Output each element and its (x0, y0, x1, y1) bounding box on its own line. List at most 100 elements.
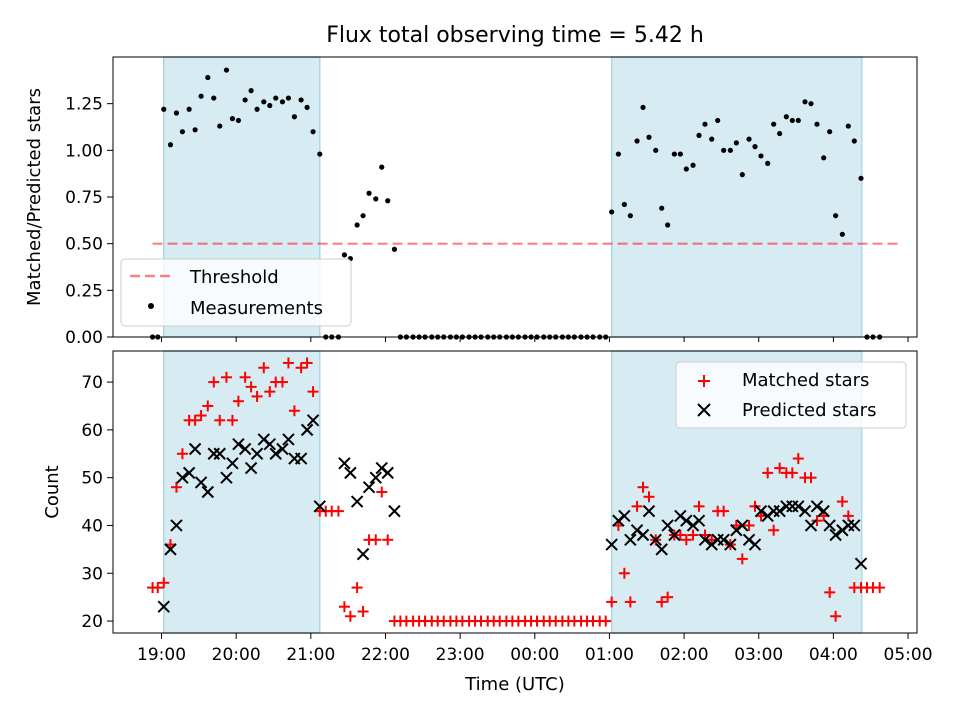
predicted-star-point (300, 423, 314, 437)
measurement-point (808, 101, 814, 107)
measurement-point (235, 117, 242, 124)
x-tick-label: 21:00 (286, 645, 335, 665)
measurement-point (360, 213, 366, 219)
measurement-point (217, 123, 223, 129)
measurement-point (167, 142, 174, 148)
bottom-y-tick-label: 60 (81, 421, 103, 441)
measurement-point (173, 110, 180, 116)
bottom-x-axis: 19:00 20:00 21:00 22:00 23:00 00:00 01:00 02:00… (137, 633, 933, 665)
top-panel: 0.00 0.25 0.50 0.75 1.00 1.25 Matched/Predict… (24, 56, 918, 348)
matched-star-point (874, 582, 886, 594)
predicted-star-point (263, 437, 276, 451)
measurement-point (783, 114, 789, 120)
matched-star-point (631, 500, 643, 512)
matched-star-point (295, 362, 307, 374)
predicted-star-point (362, 481, 376, 494)
matched-star-point (830, 610, 842, 622)
measurement-point (851, 138, 857, 144)
predicted-star-point (773, 504, 786, 518)
matched-star-point (680, 534, 692, 546)
predicted-star-point (661, 519, 674, 532)
matched-star-point (836, 496, 848, 508)
top-legend-box (120, 258, 352, 327)
predicted-star-point (269, 447, 282, 460)
matched-star-point (202, 400, 214, 412)
matched-star-point (687, 529, 699, 541)
predicted-star-point (804, 519, 818, 532)
measurement-point (765, 160, 771, 166)
measurement-point (373, 196, 379, 202)
matched-star-point (332, 505, 344, 517)
bottom-y-tick-label: 70 (81, 373, 103, 393)
measurement-point (827, 129, 833, 135)
predicted-star-point (306, 414, 320, 427)
matched-star-point (805, 472, 817, 484)
predicted-star-point (276, 442, 289, 456)
matched-star-point (282, 357, 294, 369)
matched-stars-points (147, 357, 886, 627)
top-y-tick-label: 1.00 (65, 141, 103, 161)
bottom-panel: 20 30 40 50 60 70 19:00 20:00 21:00 22:00 23:00 00… (42, 350, 933, 695)
matched-star-point (276, 376, 288, 388)
measurements-legend-label: Measurements (190, 298, 323, 319)
matched-star-point (245, 381, 257, 393)
bottom-y-tick-label: 50 (81, 469, 103, 489)
measurement-point (690, 162, 696, 168)
bottom-legend-box (675, 361, 907, 429)
matched-star-point (624, 596, 636, 608)
measurement-point (317, 151, 323, 157)
predicted-star-point (313, 500, 326, 513)
predicted-star-point (188, 442, 202, 456)
matched-star-point (214, 414, 226, 426)
measurement-point (659, 205, 665, 211)
matched-star-point (258, 362, 270, 374)
measurement-point (727, 147, 733, 153)
predicted-star-point (798, 504, 812, 518)
bottom-y-tick-label: 30 (81, 564, 103, 584)
measurement-point (833, 213, 839, 219)
matched-star-point (762, 467, 774, 479)
threshold-legend-label: Threshold (189, 267, 279, 288)
predicted-star-point (238, 442, 252, 456)
predicted-star-point (698, 533, 712, 547)
predicted-star-point (338, 457, 351, 470)
matched-star-point (774, 462, 786, 474)
measurement-point (391, 246, 398, 252)
matched-star-point (662, 591, 674, 603)
measurement-point (229, 116, 236, 122)
predicted-star-point (792, 500, 805, 513)
shaded-interval-1 (610, 56, 863, 338)
measurement-point (821, 155, 827, 161)
predicted-star-point (226, 457, 239, 470)
measurement-point (609, 209, 615, 215)
top-y-tick-label: 0.75 (65, 188, 103, 208)
predicted-star-point (668, 528, 681, 542)
measurement-point (279, 99, 286, 105)
measurement-point (211, 95, 217, 101)
measurement-point (304, 104, 310, 110)
x-tick-label: 03:00 (734, 645, 783, 665)
measurement-point (634, 138, 640, 144)
matched-star-point (208, 376, 220, 388)
predicted-star-point (736, 519, 749, 532)
matched-star-point (674, 529, 686, 541)
matched-star-point (656, 596, 668, 608)
measurement-point (696, 132, 702, 138)
predicted-star-point (250, 447, 264, 460)
matched-star-point (344, 610, 356, 622)
matched-legend-label: Matched stars (742, 370, 869, 391)
predicted-star-point (810, 500, 824, 513)
measurement-point (677, 151, 683, 157)
top-y-label: Matched/Predicted stars (24, 88, 45, 306)
measurement-point (640, 104, 646, 110)
matched-star-point (370, 534, 382, 546)
top-y-tick-label: 0.50 (65, 235, 103, 255)
predicted-star-point (754, 504, 768, 518)
bottom-y-axis: 20 30 40 50 60 70 (81, 373, 113, 632)
predicted-star-point (194, 476, 208, 489)
matched-star-point (382, 534, 394, 546)
measurement-point (291, 114, 298, 120)
measurement-point (739, 172, 745, 178)
matched-star-point (643, 491, 655, 503)
matched-star-point (842, 510, 854, 522)
